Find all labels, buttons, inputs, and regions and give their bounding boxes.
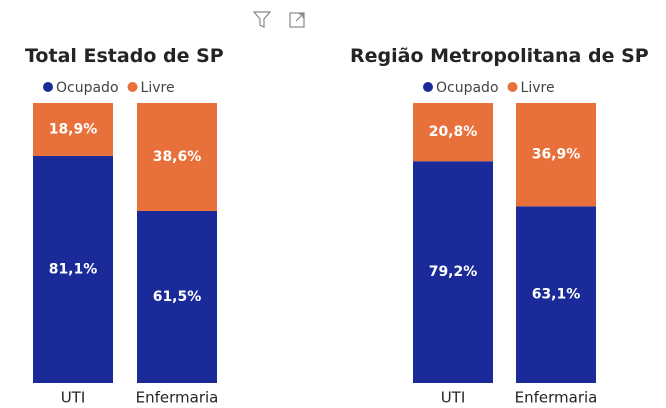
chart-title: Total Estado de SP bbox=[25, 45, 224, 67]
legend-dot bbox=[507, 82, 518, 92]
bar-segment bbox=[516, 206, 596, 383]
value-label: 38,6% bbox=[153, 149, 202, 165]
value-label: 79,2% bbox=[429, 264, 478, 280]
value-label: 63,1% bbox=[532, 287, 581, 303]
x-tick-label: UTI bbox=[441, 389, 466, 407]
value-label: 81,1% bbox=[49, 261, 98, 277]
focus-mode-icon[interactable] bbox=[289, 12, 305, 28]
legend-dot bbox=[127, 82, 138, 92]
bar-segment bbox=[33, 155, 113, 383]
legend-label: Livre bbox=[141, 80, 175, 96]
bar-segment bbox=[33, 103, 113, 156]
value-label: 61,5% bbox=[153, 289, 202, 305]
legend-dot bbox=[43, 82, 53, 92]
value-label: 20,8% bbox=[429, 124, 478, 140]
chart-title: Região Metropolitana de SP bbox=[350, 45, 649, 67]
filter-icon[interactable] bbox=[252, 11, 272, 28]
bar-segment bbox=[413, 103, 493, 162]
value-label: 18,9% bbox=[49, 121, 98, 137]
bar-segment bbox=[137, 210, 217, 383]
value-label: 36,9% bbox=[532, 147, 581, 163]
legend-label: Ocupado bbox=[56, 80, 119, 96]
bar-segment bbox=[413, 161, 493, 383]
bar-segment bbox=[516, 103, 596, 207]
legend-dot bbox=[423, 82, 433, 92]
legend-label: Ocupado bbox=[436, 80, 499, 96]
legend-label: Livre bbox=[521, 80, 555, 96]
x-tick-label: Enfermaria bbox=[136, 389, 219, 407]
x-tick-label: Enfermaria bbox=[515, 389, 598, 407]
bar-segment bbox=[137, 103, 217, 211]
x-tick-label: UTI bbox=[61, 389, 86, 407]
